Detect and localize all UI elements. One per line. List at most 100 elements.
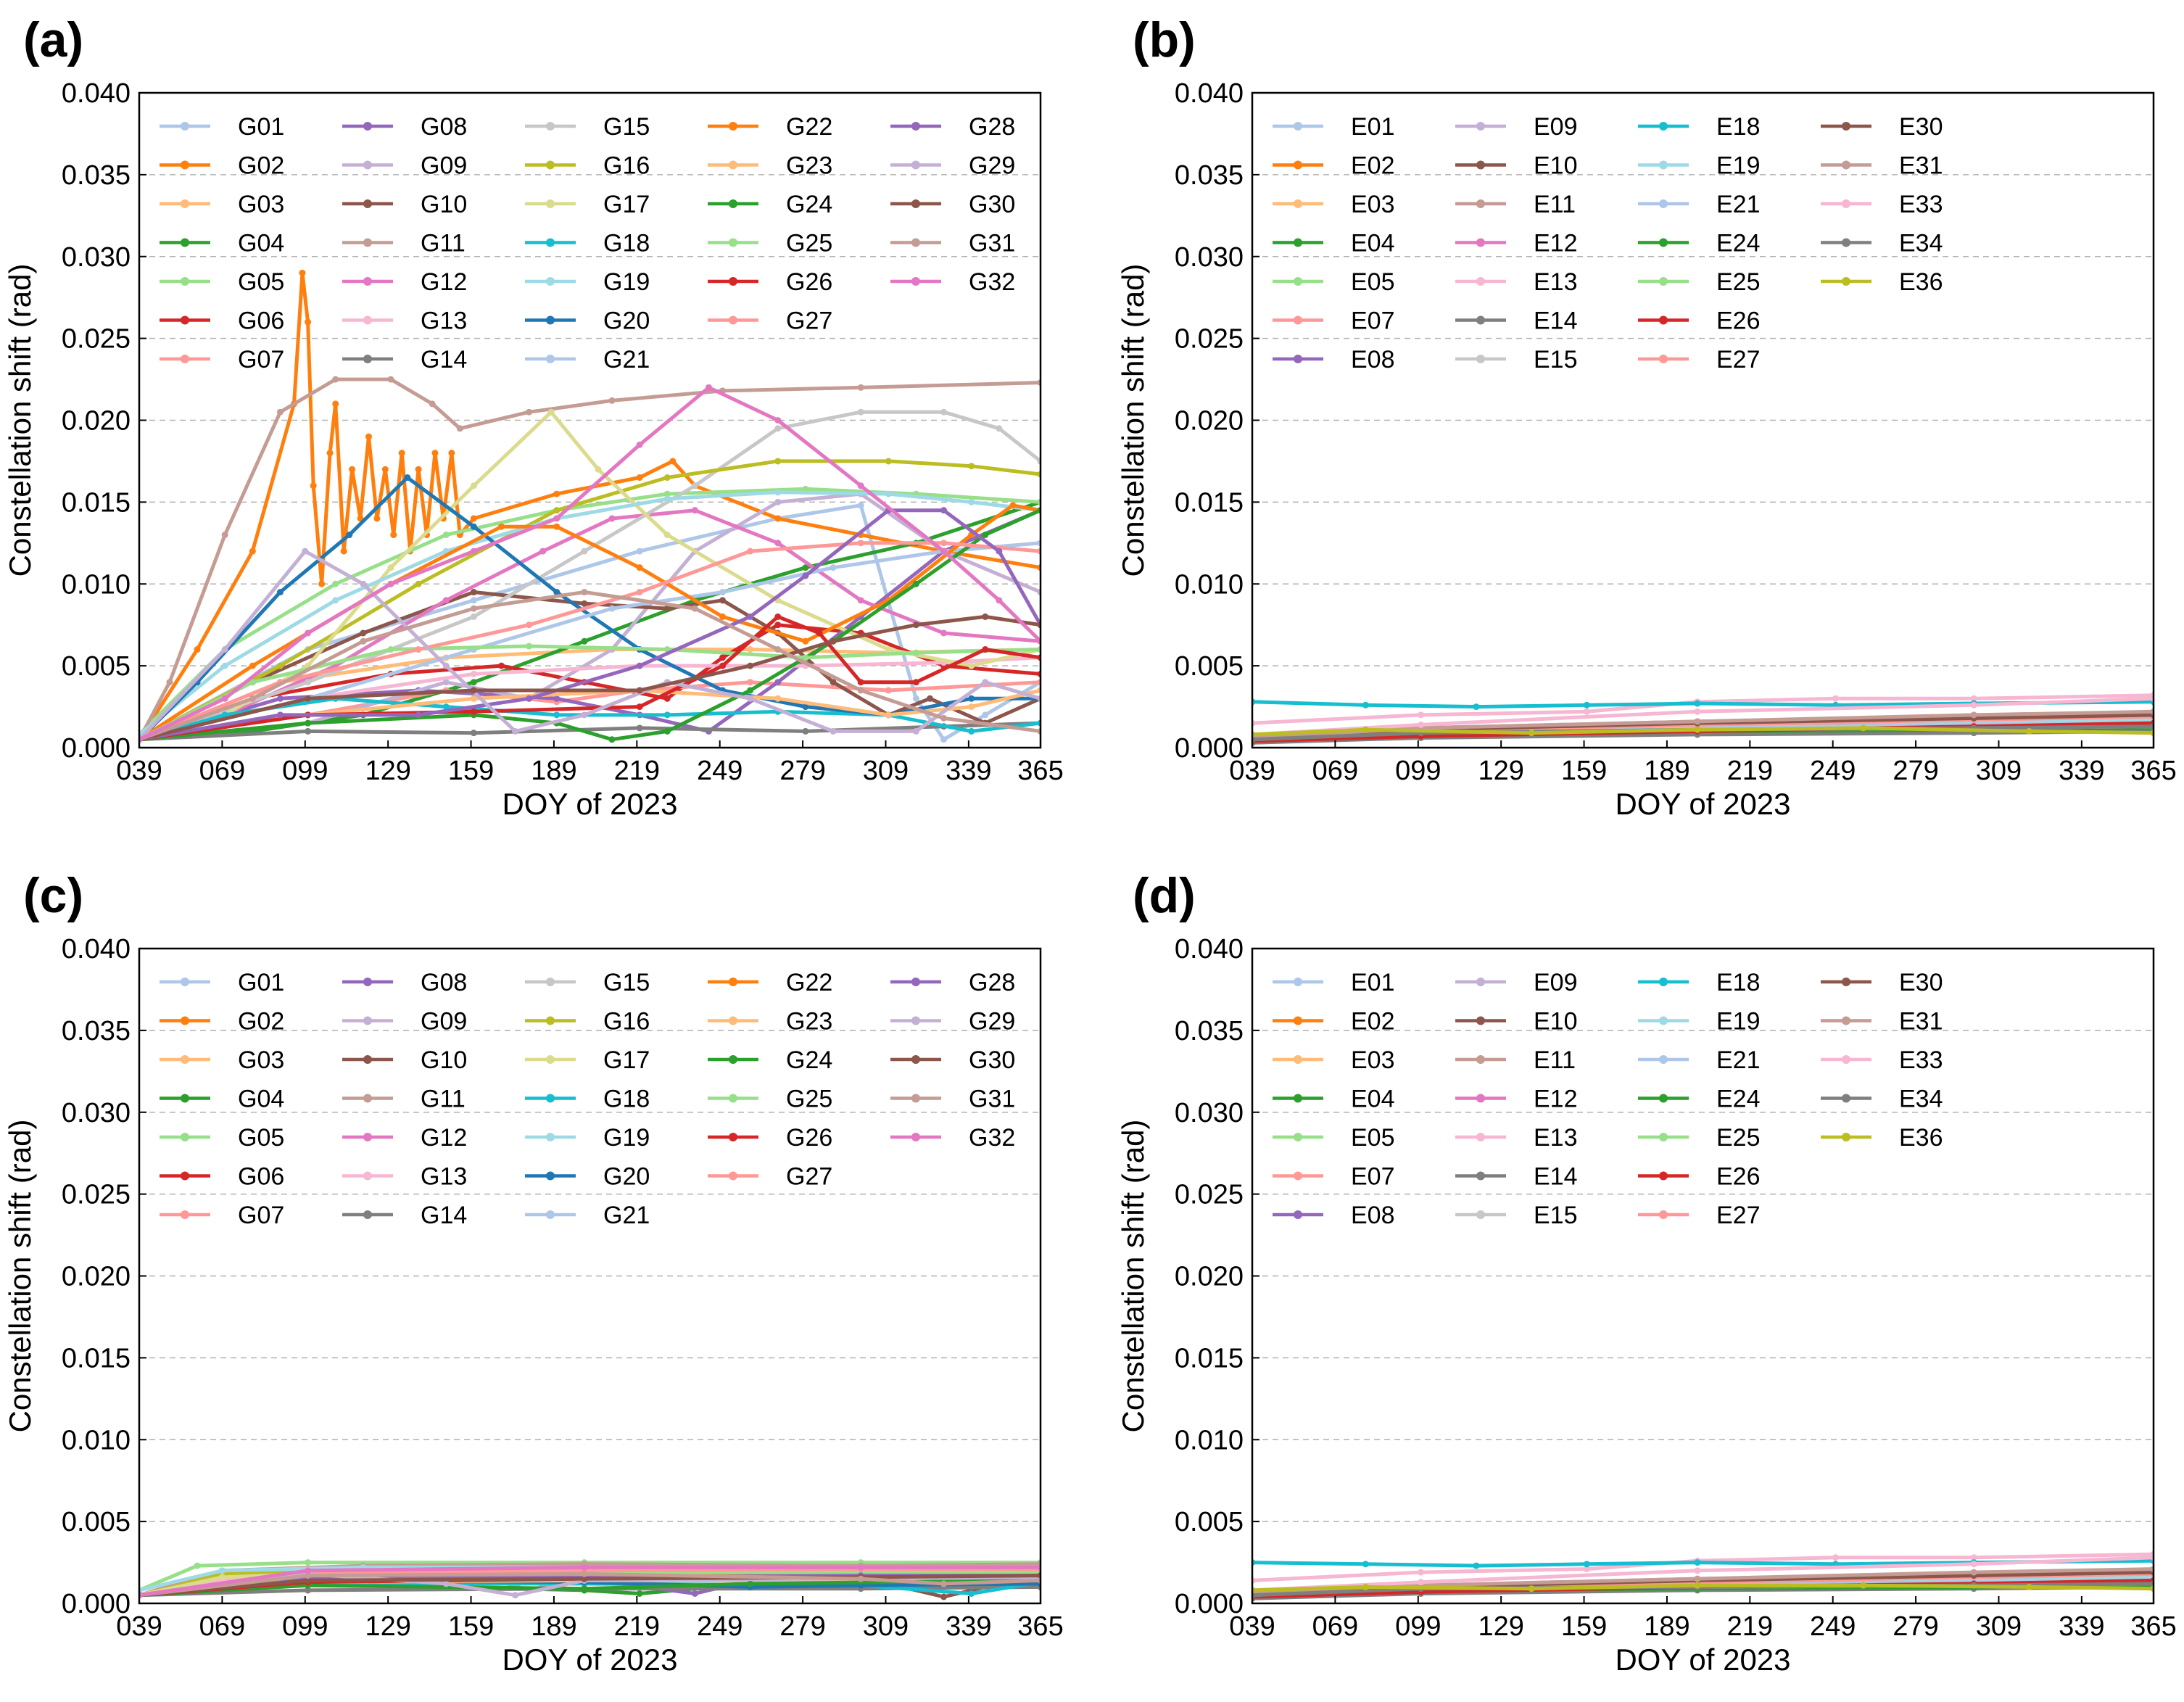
legend-swatch-marker	[363, 277, 372, 286]
legend-swatch-marker	[1659, 1133, 1668, 1141]
data-point	[636, 1590, 643, 1597]
legend-label-g15: G15	[603, 113, 650, 141]
legend-label-g12: G12	[421, 1124, 467, 1152]
legend-swatch-marker	[363, 355, 372, 363]
data-point	[1418, 721, 1425, 728]
legend-swatch-marker	[181, 122, 189, 131]
x-tick-label: 339	[946, 1611, 991, 1642]
data-point	[705, 384, 712, 391]
y-axis-title: Constellation shift (rad)	[3, 1120, 37, 1433]
series-group	[139, 1559, 1041, 1600]
data-point	[340, 548, 347, 555]
legend-label-g19: G19	[603, 268, 650, 296]
legend-swatch-marker	[546, 315, 555, 325]
legend-swatch-marker	[729, 315, 737, 325]
x-tick-label: 309	[1976, 756, 2022, 786]
legend-swatch-marker	[1842, 122, 1850, 131]
legend-label-e11: E11	[1534, 1046, 1576, 1074]
legend-label-e02: E02	[1351, 152, 1395, 180]
data-point	[332, 376, 339, 383]
data-point	[470, 687, 477, 694]
data-point	[996, 548, 1003, 555]
data-point	[669, 458, 677, 465]
data-point	[747, 662, 754, 669]
data-point	[305, 727, 312, 735]
y-axis-title: Constellation shift (rad)	[1116, 264, 1150, 577]
legend-label-e10: E10	[1534, 1008, 1578, 1036]
data-point	[442, 662, 450, 669]
legend-label-g32: G32	[969, 1124, 1015, 1152]
data-point	[442, 1580, 450, 1587]
data-point	[387, 580, 394, 587]
legend-label-e14: E14	[1534, 1163, 1578, 1191]
legend-swatch-marker	[1294, 1210, 1302, 1219]
data-point	[194, 1562, 201, 1569]
data-point	[387, 564, 394, 571]
x-axis-title: DOY of 2023	[502, 787, 677, 821]
data-point	[719, 654, 727, 661]
data-point	[581, 600, 588, 607]
data-point	[299, 269, 306, 276]
legend-label-e25: E25	[1716, 268, 1761, 296]
y-tick-label: 0.015	[1175, 487, 1244, 518]
x-tick-label: 309	[863, 756, 909, 786]
legend-swatch-marker	[1476, 1094, 1485, 1103]
data-point	[747, 695, 754, 702]
data-point	[912, 649, 919, 656]
data-point	[719, 597, 727, 604]
data-point	[940, 548, 948, 555]
x-tick-label: 279	[1893, 1611, 1938, 1642]
x-tick-label: 159	[448, 1611, 494, 1642]
data-point	[912, 695, 919, 702]
x-tick-label: 219	[1727, 1611, 1773, 1642]
panel-a-chart: 0.000 0.005 0.010 0.015 0.020 0.025 0.030 0.035…	[3, 78, 1064, 821]
legend-label-e11: E11	[1534, 191, 1576, 218]
legend-label-e15: E15	[1534, 346, 1578, 373]
data-point	[547, 408, 555, 416]
data-point	[276, 695, 284, 702]
data-point	[581, 1570, 588, 1577]
legend-swatch-marker	[1476, 238, 1485, 247]
x-axis-title: DOY of 2023	[1615, 787, 1790, 821]
legend-label-g23: G23	[786, 152, 832, 180]
legend-label-g18: G18	[603, 230, 650, 257]
data-point	[1473, 1562, 1480, 1569]
series-line-g25	[139, 644, 1041, 742]
x-tick-label: 039	[116, 1611, 162, 1642]
legend-label-e33: E33	[1899, 1046, 1943, 1074]
legend-label-g16: G16	[603, 152, 650, 180]
data-point	[691, 507, 698, 514]
data-point	[305, 318, 312, 326]
data-point	[310, 482, 317, 489]
data-point	[663, 474, 671, 482]
legend-swatch-marker	[911, 122, 920, 131]
legend-swatch-marker	[729, 1055, 737, 1064]
data-point	[774, 695, 782, 702]
legend-swatch-marker	[911, 238, 920, 247]
data-point	[218, 1574, 226, 1581]
x-tick-label: 365	[1017, 756, 1063, 786]
data-point	[360, 580, 367, 587]
data-point	[885, 646, 892, 653]
legend-swatch-marker	[363, 238, 372, 247]
data-point	[1970, 1561, 1977, 1568]
data-point	[415, 466, 422, 473]
data-point	[802, 727, 809, 735]
data-point	[747, 613, 754, 620]
legend-label-e08: E08	[1351, 1202, 1395, 1229]
legend-swatch-marker	[1842, 238, 1850, 247]
data-point	[305, 629, 312, 637]
legend-label-g28: G28	[969, 969, 1015, 996]
data-point	[636, 703, 643, 711]
y-tick-label: 0.030	[62, 1098, 131, 1128]
data-point	[608, 397, 616, 404]
data-point	[968, 498, 975, 505]
data-point	[349, 466, 356, 473]
data-point	[470, 730, 477, 737]
panel-d-label: (d)	[1133, 868, 1196, 923]
legend-label-g10: G10	[421, 191, 467, 218]
legend-swatch-marker	[1476, 199, 1485, 208]
data-point	[719, 662, 727, 669]
data-point	[1694, 726, 1701, 733]
